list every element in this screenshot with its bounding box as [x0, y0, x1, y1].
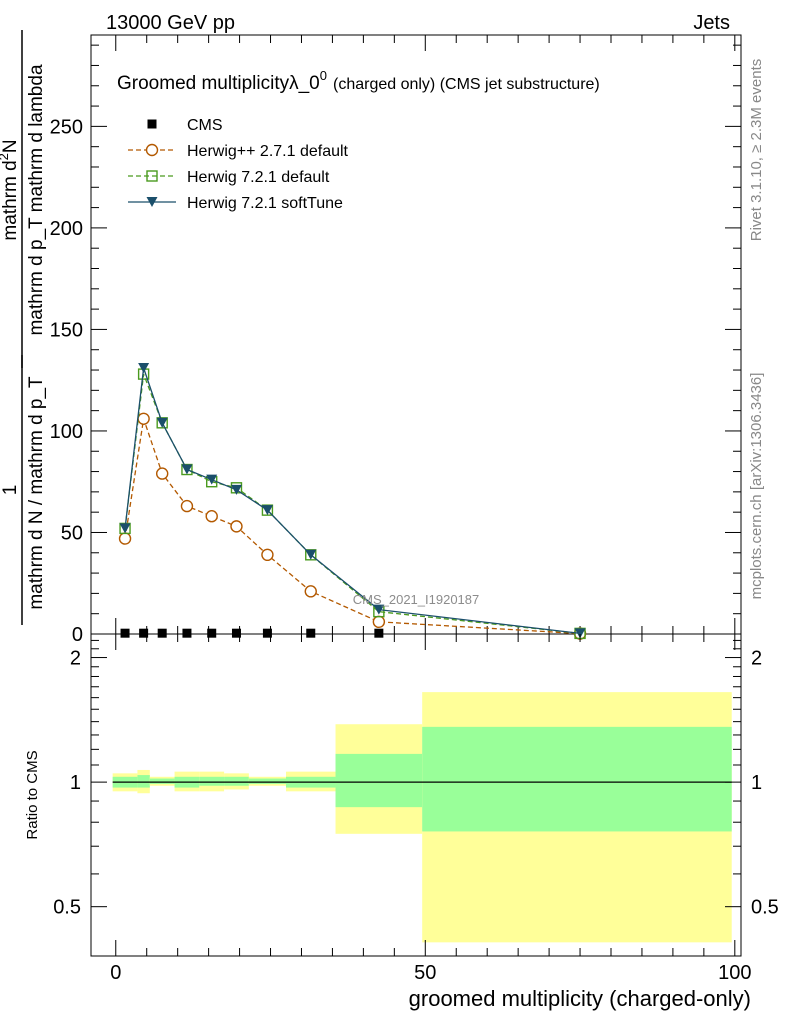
- data-point: [157, 628, 167, 638]
- data-point: [119, 523, 131, 534]
- data-point: [155, 467, 169, 480]
- data-point: [261, 548, 274, 562]
- ratio-band-inner: [422, 726, 732, 832]
- data-point: [262, 628, 272, 638]
- plot-title: Groomed multiplicityλ_00(charged only) (…: [117, 68, 600, 94]
- data-point: [372, 615, 386, 629]
- legend-entry: Herwig++ 2.7.1 default: [128, 143, 349, 160]
- legend-entry: Herwig 7.2.1 softTune: [128, 195, 343, 212]
- data-point: [206, 474, 218, 485]
- legend-label: Herwig 7.2.1 softTune: [187, 195, 343, 212]
- legend: CMS Herwig++ 2.7.1 default Herwig 7.2.1 de…: [128, 117, 349, 212]
- data-point: [182, 628, 192, 638]
- ratio-ytick-label-right: 1: [751, 772, 762, 794]
- ratio-axis-ticks: 0.5 0.5 1 1 2 2 0 50 100: [53, 634, 779, 984]
- ratio-band-inner: [137, 775, 150, 788]
- rivet-version-label: Rivet 3.1.10, ≥ 2.3M events: [748, 59, 765, 242]
- ratio-x-axis-label: groomed multiplicity (charged-only): [409, 986, 751, 1011]
- series-line: [124, 418, 581, 635]
- data-point: [230, 484, 242, 495]
- data-point: [231, 628, 241, 638]
- legend-label: Herwig++ 2.7.1 default: [187, 143, 349, 160]
- data-point: [180, 499, 194, 513]
- data-point: [120, 628, 130, 638]
- ratio-xtick-label: 0: [110, 962, 121, 984]
- main-ytick-label: 150: [50, 319, 83, 341]
- data-point: [230, 520, 243, 533]
- data-point: [181, 464, 193, 475]
- ratio-plot-frame: [90, 633, 742, 957]
- mcplots-credit-label: mcplots.cern.ch [arXiv:1306.3436]: [748, 373, 765, 600]
- data-point: [145, 143, 159, 157]
- ratio-ytick-label-right: 2: [751, 648, 762, 670]
- ratio-xtick-label: 100: [718, 962, 751, 984]
- ratio-xtick-label: 50: [414, 962, 436, 984]
- header-left: 13000 GeV pp: [106, 12, 235, 34]
- main-ytick-label: 250: [50, 116, 83, 138]
- data-point: [306, 628, 316, 638]
- data-point: [305, 549, 317, 560]
- series-3: [119, 363, 586, 639]
- series-0: [120, 628, 384, 638]
- data-point: [146, 197, 158, 207]
- data-point: [373, 604, 385, 615]
- data-point: [118, 532, 132, 545]
- data-point: [205, 510, 218, 523]
- data-point: [147, 119, 157, 129]
- main-axis-ticks: 0 50 100 150 200 250: [50, 35, 741, 646]
- data-point: [261, 505, 273, 516]
- legend-entry: Herwig 7.2.1 default: [128, 169, 330, 186]
- legend-label: Herwig 7.2.1 default: [187, 169, 330, 186]
- data-point: [156, 417, 168, 428]
- legend-entry: CMS: [147, 117, 223, 134]
- main-series-layer: [118, 363, 587, 640]
- ratio-ytick-label: 2: [70, 648, 81, 670]
- ratio-ytick-label: 1: [70, 772, 81, 794]
- legend-label: CMS: [187, 117, 223, 134]
- ratio-ytick-label: 0.5: [53, 897, 81, 919]
- analysis-watermark: CMS_2021_I1920187: [353, 592, 480, 607]
- ylabel-numerator: mathrm d2N: [0, 139, 21, 240]
- ylabel-prefix-den: mathrm d N / mathrm d p_T: [26, 376, 47, 610]
- ratio-band-inner: [335, 753, 423, 808]
- main-ytick-label: 0: [72, 624, 83, 646]
- main-ytick-label: 100: [50, 421, 83, 443]
- data-point: [139, 628, 149, 638]
- data-point: [138, 363, 150, 374]
- ylabel-prefix-num: 1: [0, 485, 21, 496]
- main-ytick-label: 200: [50, 218, 83, 240]
- ratio-band-inner: [199, 776, 225, 786]
- data-point: [207, 628, 217, 638]
- ratio-band-inner: [149, 778, 175, 784]
- ratio-band-inner: [248, 778, 286, 784]
- data-point: [574, 628, 586, 639]
- main-ytick-label: 50: [61, 522, 83, 544]
- data-point: [146, 170, 158, 182]
- ratio-ytick-label-right: 0.5: [751, 897, 779, 919]
- main-y-axis-label: 1 mathrm d N / mathrm d p_T mathrm d2N m…: [0, 30, 47, 625]
- ylabel-denominator: mathrm d p_T mathrm d lambda: [26, 64, 47, 335]
- series-line: [124, 367, 581, 635]
- data-point: [304, 585, 317, 598]
- ratio-y-axis-label: Ratio to CMS: [24, 750, 41, 839]
- data-point: [137, 412, 150, 425]
- data-point: [374, 628, 384, 638]
- ratio-band-inner: [224, 776, 249, 786]
- ratio-bands-layer: [112, 692, 732, 943]
- header-right: Jets: [693, 12, 730, 34]
